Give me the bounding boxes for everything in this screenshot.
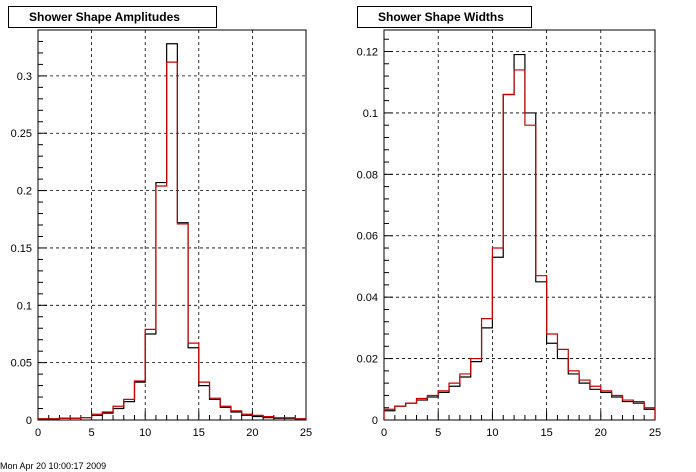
left-plot-frame bbox=[37, 29, 307, 421]
left-ytick-label-6: 0.3 bbox=[17, 71, 32, 83]
left-histogram-series-1 bbox=[37, 61, 307, 420]
left-ytick-label-0: 0 bbox=[26, 415, 32, 427]
left-ytick-label-5: 0.25 bbox=[11, 128, 32, 140]
left-chart-title: Shower Shape Amplitudes bbox=[8, 6, 217, 28]
right-xtick-label-4: 20 bbox=[595, 427, 607, 439]
left-ytick-label-1: 0.05 bbox=[11, 358, 32, 370]
left-xtick-label-2: 10 bbox=[139, 427, 151, 439]
left-ytick-label-4: 0.2 bbox=[17, 186, 32, 198]
right-ytick-label-2: 0.04 bbox=[357, 292, 378, 304]
right-xtick-label-0: 0 bbox=[381, 427, 387, 439]
left-xtick-label-3: 15 bbox=[193, 427, 205, 439]
right-xtick-label-1: 5 bbox=[435, 427, 441, 439]
left-xtick-label-0: 0 bbox=[35, 427, 41, 439]
left-xtick-label-5: 25 bbox=[300, 427, 312, 439]
left-ytick-label-2: 0.1 bbox=[17, 300, 32, 312]
right-xtick-label-3: 15 bbox=[540, 427, 552, 439]
right-plot-frame bbox=[383, 29, 656, 421]
right-ytick-label-4: 0.08 bbox=[357, 169, 378, 181]
right-ytick-label-3: 0.06 bbox=[357, 231, 378, 243]
timestamp-footer: Mon Apr 20 10:00:17 2009 bbox=[0, 461, 107, 471]
right-ytick-label-6: 0.12 bbox=[357, 46, 378, 58]
right-xtick-label-2: 10 bbox=[486, 427, 498, 439]
right-ytick-label-5: 0.1 bbox=[363, 108, 378, 120]
right-ytick-label-1: 0.02 bbox=[357, 354, 378, 366]
right-chart-title: Shower Shape Widths bbox=[357, 6, 532, 28]
left-xtick-label-1: 5 bbox=[89, 427, 95, 439]
left-ytick-label-3: 0.15 bbox=[11, 243, 32, 255]
left-xtick-label-4: 20 bbox=[246, 427, 258, 439]
right-xtick-label-5: 25 bbox=[649, 427, 661, 439]
right-histogram-series-1 bbox=[383, 69, 656, 420]
right-ytick-label-0: 0 bbox=[372, 415, 378, 427]
